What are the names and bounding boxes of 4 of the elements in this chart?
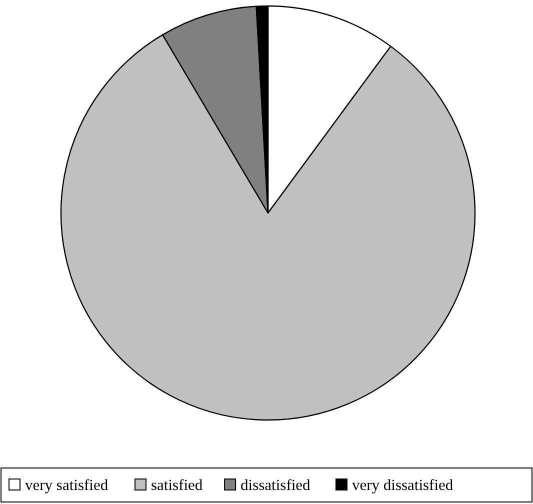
legend-label: very dissatisfied: [352, 477, 454, 494]
legend-label: satisfied: [150, 477, 203, 494]
legend-label: very satisfied: [25, 477, 108, 494]
legend-label: dissatisfied: [240, 477, 311, 494]
